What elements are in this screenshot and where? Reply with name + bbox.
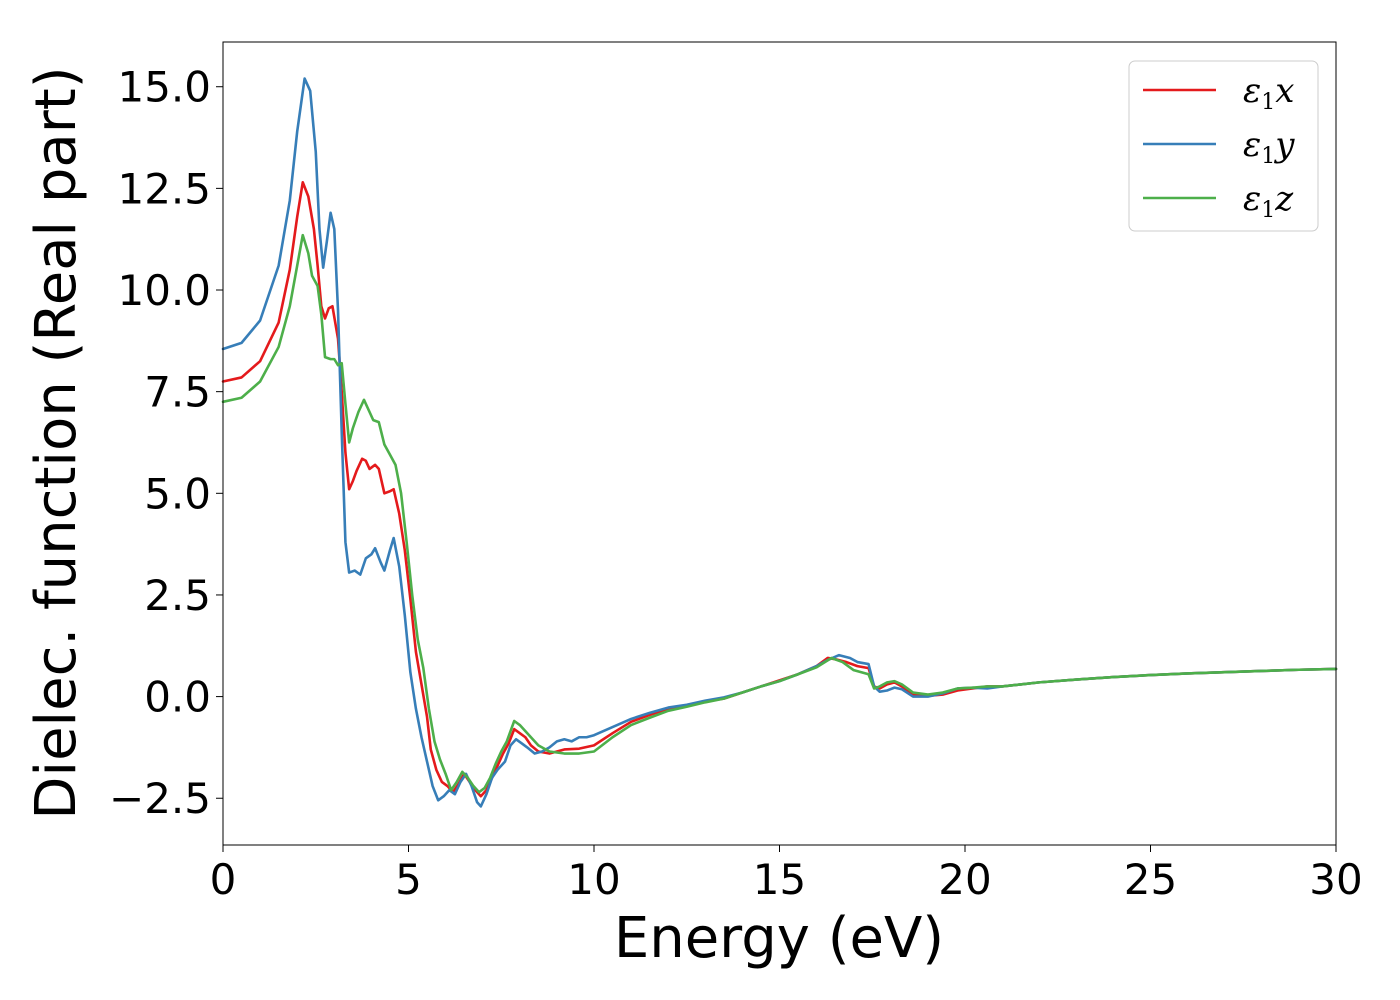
y-axis-ticks: −2.5 0.0 2.5 5.0 7.5 10.0 12.5 15.0 [109,63,223,823]
x-tick-label: 30 [1309,855,1362,904]
x-axis-label: Energy (eV) [614,906,944,971]
series-line-y [221,77,1338,808]
y-tick-label: 2.5 [144,571,211,620]
x-tick-label: 10 [567,855,620,904]
x-tick-label: 25 [1124,855,1177,904]
legend-box [1128,60,1319,232]
legend-label-y: ε1y [1243,125,1295,169]
series-line-x [221,180,1338,798]
y-tick-label: 5.0 [144,469,211,518]
x-tick-label: 0 [210,855,237,904]
y-axis-label: Dielec. function (Real part) [24,66,89,819]
legend-label-x: ε1x [1243,71,1294,115]
y-tick-label: 10.0 [117,266,211,315]
legend: ε1x ε1y ε1z [1128,60,1319,232]
x-axis-ticks: 0 5 10 15 20 25 30 [210,845,1363,904]
series-line-z [221,233,1338,794]
x-tick-label: 15 [753,855,806,904]
plot-lines [221,77,1338,808]
x-tick-label: 20 [938,855,991,904]
y-tick-label: 12.5 [117,164,211,213]
y-tick-label: −2.5 [109,774,211,823]
legend-label-z: ε1z [1243,179,1294,223]
x-tick-label: 5 [395,855,422,904]
y-tick-label: 15.0 [117,63,211,112]
y-tick-label: 7.5 [144,368,211,417]
y-tick-label: 0.0 [144,673,211,722]
